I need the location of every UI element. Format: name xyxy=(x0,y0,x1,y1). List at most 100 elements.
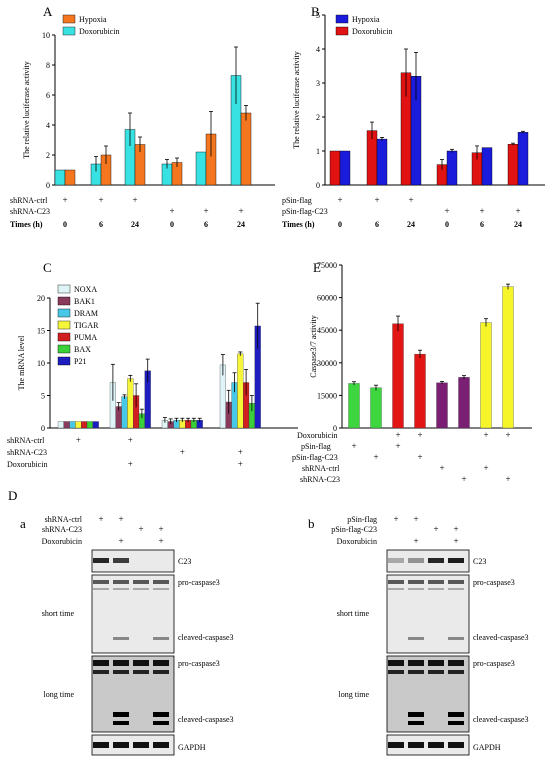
band-gapdh xyxy=(133,742,149,748)
row-label: pSin-flag xyxy=(282,196,312,205)
y-tick-label: 15 xyxy=(37,327,45,336)
band-pro-caspase3 xyxy=(133,580,149,584)
y-tick-label: 5 xyxy=(316,11,320,20)
bar-hypoxia xyxy=(446,150,458,186)
row-label: pSin-flag xyxy=(347,515,377,524)
condition-plus: + xyxy=(158,536,163,546)
legend-label: DRAM xyxy=(74,309,98,318)
legend-swatch xyxy=(57,284,71,294)
bar-tigar xyxy=(75,421,82,429)
band-c23 xyxy=(408,558,424,563)
row-label: shRNA-C23 xyxy=(7,448,47,457)
y-tick-label: 30000 xyxy=(317,359,337,368)
band-gapdh xyxy=(153,742,169,748)
condition-plus: + xyxy=(128,459,133,469)
band-pro-caspase3 xyxy=(388,660,404,666)
row-label: shRNA-C23 xyxy=(42,525,82,534)
y-axis-label: Caspase3/7 activity xyxy=(309,315,318,377)
band-cleaved-caspase3 xyxy=(448,712,464,717)
y-tick-label: 10 xyxy=(37,359,45,368)
condition-plus: + xyxy=(395,441,400,451)
panel-label-d: D xyxy=(8,488,17,503)
bar-caspase xyxy=(436,382,448,429)
band-label: pro-caspase3 xyxy=(473,659,515,668)
condition-plus: + xyxy=(373,452,378,462)
panel-label-b: B xyxy=(311,4,320,19)
band-pro-caspase3 xyxy=(408,660,424,666)
condition-plus: + xyxy=(408,195,413,205)
band-c23 xyxy=(388,558,404,563)
condition-plus: + xyxy=(374,195,379,205)
chart-c: 0 5 10 15 20 The mRNA level NOXA BAK1 DRAM TIGAR P… xyxy=(7,284,298,469)
y-axis-label: The relative luciferase activity xyxy=(292,51,301,149)
row-label: Times (h) xyxy=(10,220,43,229)
bar-caspase xyxy=(480,322,492,429)
band-cleaved-caspase3 xyxy=(113,721,129,725)
x-tick-label: 6 xyxy=(99,220,103,229)
band-label: GAPDH xyxy=(178,743,206,752)
y-tick-label: 0 xyxy=(333,424,337,433)
band-cleaved-caspase3 xyxy=(153,712,169,717)
y-tick-label: 3 xyxy=(316,79,320,88)
band-label: cleaved-caspase3 xyxy=(473,633,529,642)
condition-plus: + xyxy=(238,206,243,216)
condition-plus: + xyxy=(180,447,185,457)
blot-membrane xyxy=(386,574,470,654)
row-label: Doxorubicin xyxy=(297,431,337,440)
y-tick-label: 45000 xyxy=(317,326,337,335)
band-pro-caspase3 xyxy=(93,580,109,584)
legend-swatch xyxy=(335,14,349,24)
condition-plus: + xyxy=(505,474,510,484)
bar-caspase xyxy=(502,286,514,429)
condition-plus: + xyxy=(505,430,510,440)
condition-plus: + xyxy=(118,536,123,546)
condition-plus: + xyxy=(483,430,488,440)
x-tick-label: 6 xyxy=(204,220,208,229)
band-minor xyxy=(153,670,169,674)
bar-puma xyxy=(81,421,88,429)
band-minor xyxy=(113,588,129,590)
band-cleaved-caspase3 xyxy=(408,637,424,640)
band-label: GAPDH xyxy=(473,743,501,752)
y-tick-label: 8 xyxy=(46,61,50,70)
condition-plus: + xyxy=(515,206,520,216)
condition-plus: + xyxy=(76,435,81,445)
blot-a: shRNA-ctrl + + shRNA-C23 + + Doxorubicin + + C23 p… xyxy=(42,514,234,756)
condition-plus: + xyxy=(98,514,103,524)
band-minor xyxy=(408,588,424,590)
x-tick-label: 0 xyxy=(170,220,174,229)
condition-plus: + xyxy=(62,195,67,205)
legend-label: Hypoxia xyxy=(352,15,380,24)
bar-p21 xyxy=(92,421,99,429)
y-tick-label: 20 xyxy=(37,294,45,303)
band-minor xyxy=(153,588,169,590)
y-tick-label: 6 xyxy=(46,91,50,100)
condition-plus: + xyxy=(132,195,137,205)
condition-plus: + xyxy=(238,447,243,457)
band-cleaved-caspase3 xyxy=(113,637,129,640)
condition-plus: + xyxy=(128,435,133,445)
band-cleaved-caspase3 xyxy=(153,721,169,725)
y-tick-label: 60000 xyxy=(317,294,337,303)
legend-swatch xyxy=(57,356,71,366)
band-cleaved-caspase3 xyxy=(153,637,169,640)
band-pro-caspase3 xyxy=(448,660,464,666)
y-tick-label: 5 xyxy=(41,392,45,401)
panel-label-c: C xyxy=(43,260,52,275)
legend-label: NOXA xyxy=(74,285,97,294)
band-cleaved-caspase3 xyxy=(408,712,424,717)
condition-plus: + xyxy=(444,206,449,216)
legend-label: P21 xyxy=(74,357,86,366)
band-minor xyxy=(133,588,149,590)
band-label: cleaved-caspase3 xyxy=(473,715,529,724)
legend-swatch xyxy=(57,308,71,318)
y-tick-label: 15000 xyxy=(317,391,337,400)
band-pro-caspase3 xyxy=(93,660,109,666)
legend-label: Hypoxia xyxy=(79,15,107,24)
band-pro-caspase3 xyxy=(133,660,149,666)
band-gapdh xyxy=(428,742,444,748)
band-gapdh xyxy=(93,742,109,748)
band-pro-caspase3 xyxy=(113,660,129,666)
panel-label-e: E xyxy=(313,260,321,275)
